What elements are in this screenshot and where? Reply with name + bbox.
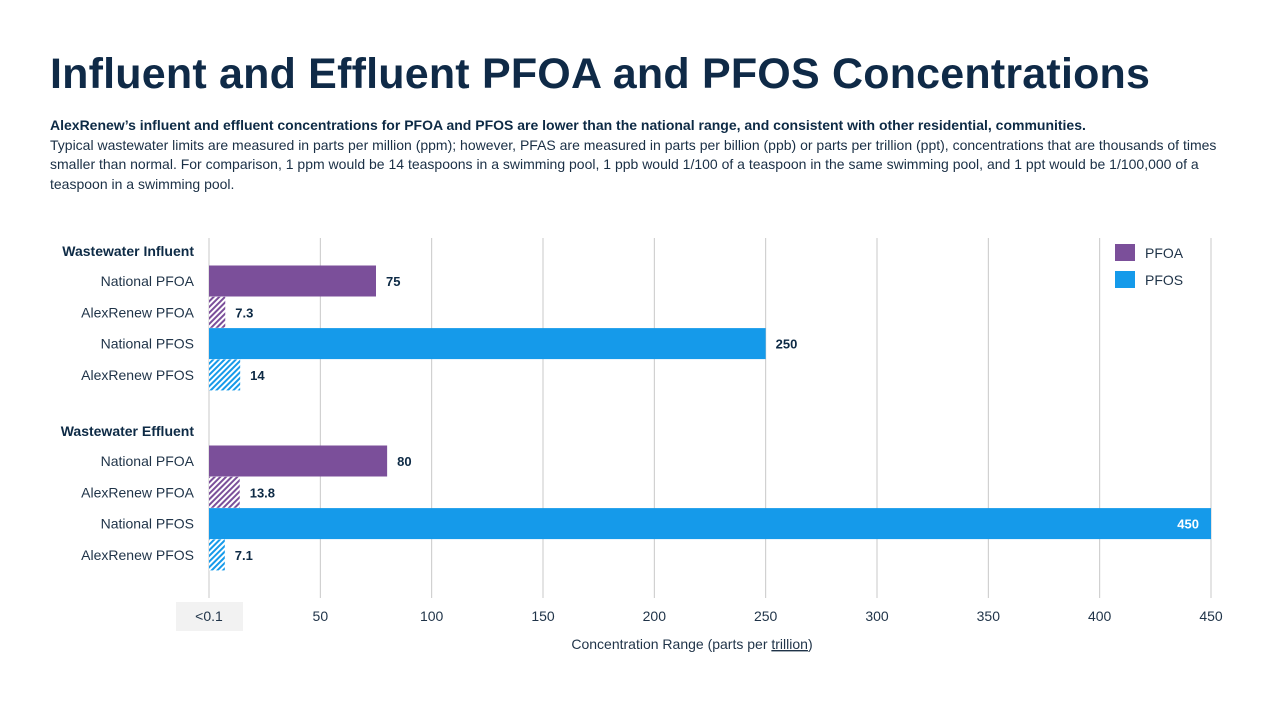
category-label: AlexRenew PFOS <box>81 547 194 563</box>
page-title: Influent and Effluent PFOA and PFOS Conc… <box>50 50 1151 98</box>
tick-label: 150 <box>531 608 555 624</box>
value-label: 14 <box>250 368 265 383</box>
bar <box>209 296 226 328</box>
bar <box>209 445 388 477</box>
description-lead: AlexRenew’s influent and effluent concen… <box>50 117 1086 133</box>
tick-label: 350 <box>977 608 1001 624</box>
category-label: AlexRenew PFOS <box>81 367 194 383</box>
category-label: AlexRenew PFOA <box>81 304 194 320</box>
axis-title-unit: trillion <box>771 636 808 652</box>
value-label: 450 <box>1177 517 1199 532</box>
tick-label: 200 <box>643 608 667 624</box>
axis-title-suffix: ) <box>808 636 813 652</box>
value-label: 80 <box>397 454 411 469</box>
tick-label: <0.1 <box>195 608 223 624</box>
bar <box>209 265 376 297</box>
x-axis: <0.1 50 100 150 200 250 300 350 400 450 Concentrat… <box>176 602 1223 652</box>
zero-tick-background <box>176 602 243 631</box>
category-label: National PFOS <box>101 516 194 532</box>
axis-title-prefix: Concentration Range (parts per <box>571 636 771 652</box>
tick-label: 250 <box>754 608 778 624</box>
value-label: 75 <box>386 274 400 289</box>
legend-label: PFOS <box>1145 272 1183 288</box>
tick-label: 300 <box>865 608 889 624</box>
bar <box>209 508 1211 540</box>
group-label: Wastewater Influent <box>62 243 194 259</box>
tick-label: 100 <box>420 608 444 624</box>
category-label: National PFOS <box>101 336 194 352</box>
legend: PFOA PFOS <box>1104 240 1194 292</box>
bar <box>209 539 225 571</box>
description: AlexRenew’s influent and effluent concen… <box>50 116 1240 194</box>
legend-label: PFOA <box>1145 245 1184 261</box>
category-label: AlexRenew PFOA <box>81 484 194 500</box>
legend-swatch <box>1115 271 1135 288</box>
bar <box>209 476 240 508</box>
bar <box>209 359 241 391</box>
axis-title: Concentration Range (parts per trillion) <box>571 636 812 652</box>
value-label: 250 <box>776 337 798 352</box>
labels: Wastewater Influent National PFOA 75 AlexRe… <box>61 243 1199 563</box>
tick-label: 450 <box>1199 608 1223 624</box>
bars <box>209 265 1211 571</box>
tick-label: 50 <box>313 608 329 624</box>
value-label: 13.8 <box>250 485 275 500</box>
group-label: Wastewater Effluent <box>61 423 195 439</box>
tick-label: 400 <box>1088 608 1112 624</box>
category-label: National PFOA <box>101 273 195 289</box>
category-label: National PFOA <box>101 453 195 469</box>
bar <box>209 328 766 360</box>
value-label: 7.1 <box>235 548 253 563</box>
value-label: 7.3 <box>235 305 253 320</box>
legend-swatch <box>1115 244 1135 261</box>
description-body: Typical wastewater limits are measured i… <box>50 136 1217 192</box>
